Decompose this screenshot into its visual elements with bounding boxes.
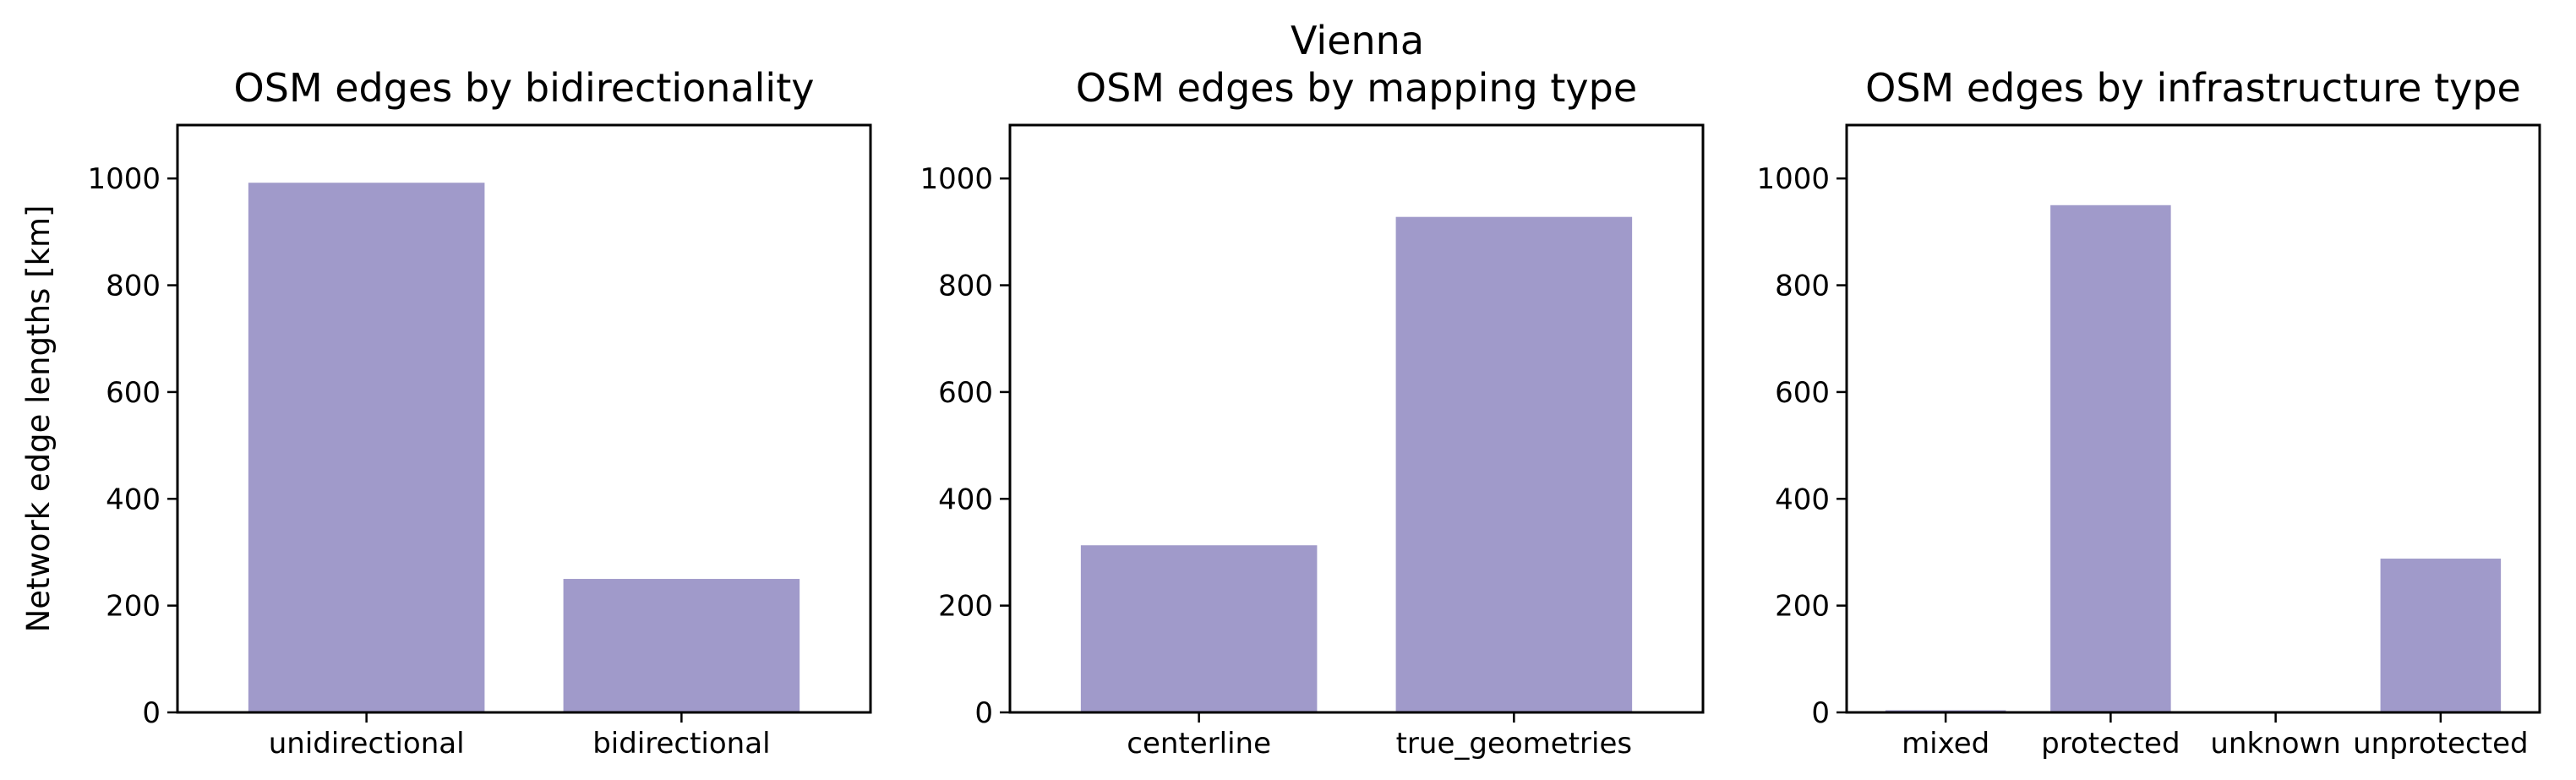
y-tick-label: 0 xyxy=(1811,696,1830,730)
y-tick-label: 600 xyxy=(106,376,161,410)
bar-bidirectional xyxy=(563,579,800,712)
y-tick-label: 200 xyxy=(106,590,161,624)
y-tick-label: 800 xyxy=(1775,270,1830,303)
x-tick-label: true_geometries xyxy=(1396,727,1633,761)
y-tick-label: 1000 xyxy=(920,162,993,196)
bar-unprotected xyxy=(2380,559,2502,712)
bar-unidirectional xyxy=(248,183,485,713)
x-tick-label: centerline xyxy=(1127,727,1271,761)
chart-panel-bidirectionality: OSM edges by bidirectionality Network ed… xyxy=(20,65,872,761)
y-tick-label: 600 xyxy=(1775,376,1830,410)
panel-title: OSM edges by bidirectionality xyxy=(234,65,815,111)
y-tick-label: 200 xyxy=(1775,590,1830,624)
x-tick-label: mixed xyxy=(1902,727,1989,761)
axes-frame xyxy=(1008,123,1705,714)
chart-panel-mapping-type: OSM edges by mapping type centerline true… xyxy=(920,65,1705,761)
y-tick-label: 200 xyxy=(938,590,993,624)
panel-title: OSM edges by mapping type xyxy=(1076,65,1637,111)
x-tick-label: bidirectional xyxy=(592,727,770,761)
figure-suptitle: Vienna xyxy=(1291,18,1424,63)
y-tick-label: 400 xyxy=(106,483,161,516)
y-axis-label: Network edge lengths [km] xyxy=(20,205,57,633)
panel-title: OSM edges by infrastructure type xyxy=(1865,65,2521,111)
y-tick-label: 800 xyxy=(938,270,993,303)
chart-panel-infrastructure-type: OSM edges by infrastructure type mixed pr… xyxy=(1756,65,2541,761)
y-tick-label: 400 xyxy=(1775,483,1830,516)
x-tick-label: unprotected xyxy=(2353,727,2529,761)
x-tick-label: unknown xyxy=(2210,727,2341,761)
y-tick-label: 1000 xyxy=(1756,162,1830,196)
y-tick-label: 1000 xyxy=(87,162,161,196)
bar-centerline xyxy=(1080,545,1318,712)
y-tick-label: 600 xyxy=(938,376,993,410)
axes-frame xyxy=(1845,123,2541,714)
y-tick-label: 0 xyxy=(142,696,161,730)
y-tick-label: 800 xyxy=(106,270,161,303)
x-tick-label: protected xyxy=(2041,727,2180,761)
x-tick-label: unidirectional xyxy=(269,727,465,761)
axes-frame xyxy=(176,123,872,714)
y-tick-label: 400 xyxy=(938,483,993,516)
y-tick-label: 0 xyxy=(974,696,993,730)
bar-protected xyxy=(2050,205,2171,713)
bar-true-geometries xyxy=(1395,216,1633,712)
